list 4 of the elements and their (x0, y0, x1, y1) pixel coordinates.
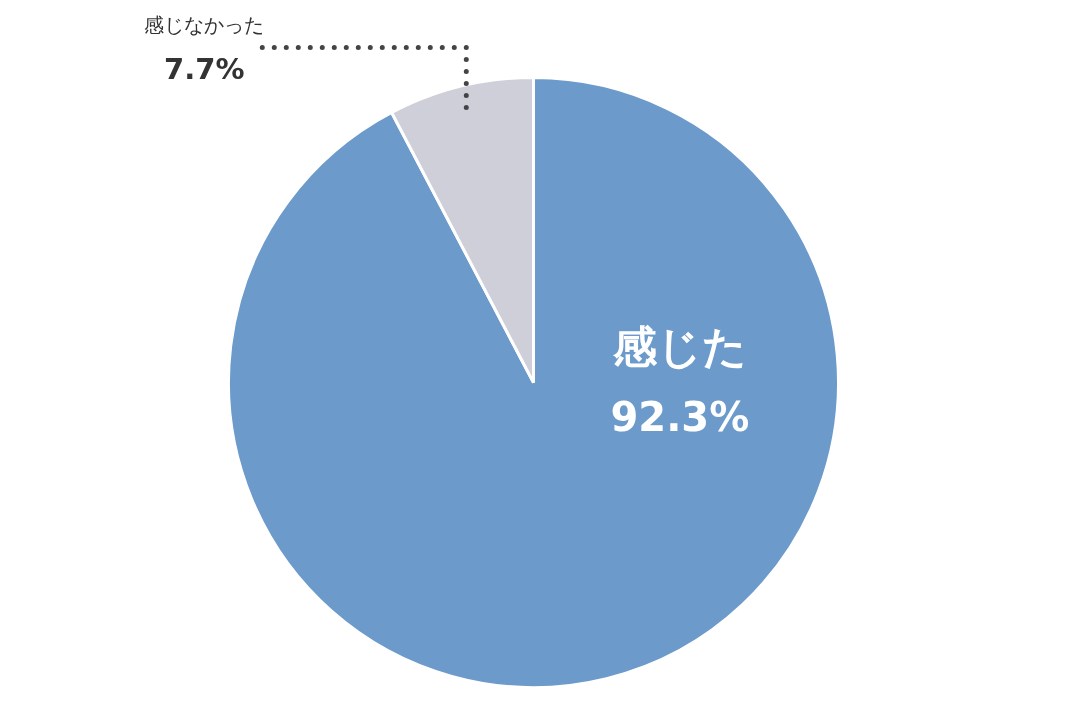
data-label: 7.7% (164, 51, 245, 86)
data-label: 92.3% (610, 393, 750, 440)
slice-label: 感じなかった (144, 12, 265, 37)
slice-label: 感じた (611, 321, 747, 372)
